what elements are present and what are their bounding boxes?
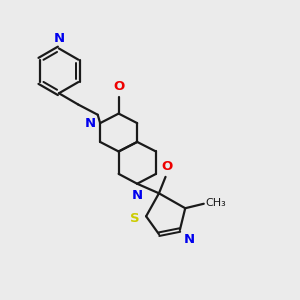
Text: N: N bbox=[53, 32, 64, 45]
Text: N: N bbox=[183, 233, 195, 246]
Text: O: O bbox=[161, 160, 172, 173]
Text: N: N bbox=[132, 188, 143, 202]
Text: CH₃: CH₃ bbox=[205, 198, 226, 208]
Text: S: S bbox=[130, 212, 140, 225]
Text: O: O bbox=[113, 80, 124, 93]
Text: N: N bbox=[85, 117, 96, 130]
